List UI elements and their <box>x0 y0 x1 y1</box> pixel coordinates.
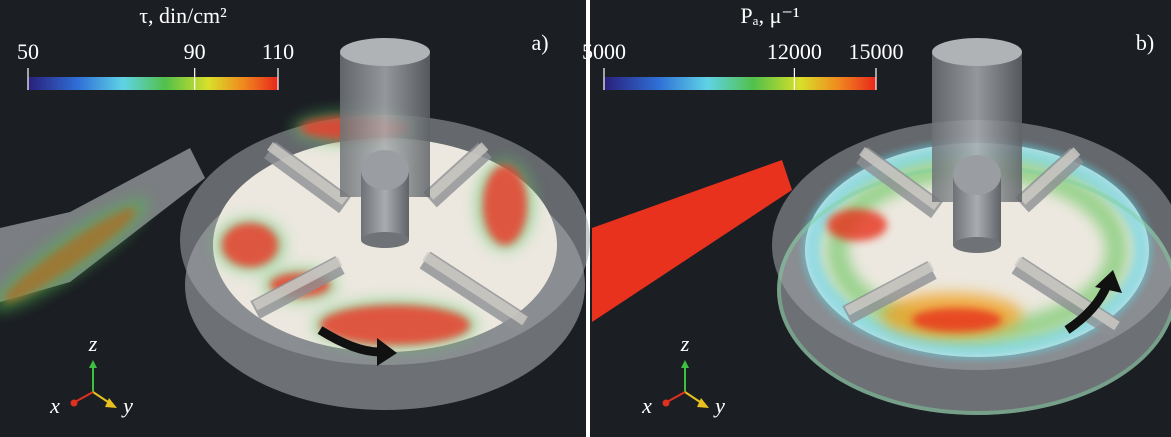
colorbar-title: τ, din/cm² <box>139 3 227 28</box>
field-blob <box>222 223 278 267</box>
hub-dome <box>361 150 409 190</box>
axis-label: x <box>49 393 60 418</box>
axis-x-head <box>71 400 78 407</box>
colorbar-tick-label: 50 <box>17 39 39 64</box>
panel-label: b) <box>1136 30 1154 55</box>
colorbar-tick-label: 90 <box>184 39 206 64</box>
field-blob <box>912 308 1002 332</box>
figure: τ, din/cm² 50 90 110 a) z x y Pₐ, μ⁻¹ 5000 12000 15… <box>0 0 1171 437</box>
page: τ, din/cm² 50 90 110 a) z x y Pₐ, μ⁻¹ 5000 12000 15… <box>0 0 1171 437</box>
colorbar-tick-label: 12000 <box>767 39 822 64</box>
hub-base <box>953 237 1001 253</box>
hub-base <box>361 232 409 248</box>
panel-label: a) <box>531 30 548 55</box>
axis-label: y <box>713 393 725 418</box>
colorbar-tick-label: 15000 <box>849 39 904 64</box>
colorbar <box>604 77 876 90</box>
axis-label: y <box>121 393 133 418</box>
field-blob <box>827 209 887 241</box>
colorbar-tick-label: 110 <box>262 39 294 64</box>
shaft-top <box>340 38 430 66</box>
shaft-top <box>932 38 1022 66</box>
colorbar-title: Pₐ, μ⁻¹ <box>740 3 799 28</box>
field-blob <box>483 165 527 245</box>
axis-label: z <box>680 331 690 356</box>
axis-label: x <box>641 393 652 418</box>
axis-x-head <box>663 400 670 407</box>
hub-dome <box>953 155 1001 195</box>
colorbar-tick-label: 5000 <box>582 39 626 64</box>
colorbar <box>28 77 278 90</box>
axis-label: z <box>88 331 98 356</box>
